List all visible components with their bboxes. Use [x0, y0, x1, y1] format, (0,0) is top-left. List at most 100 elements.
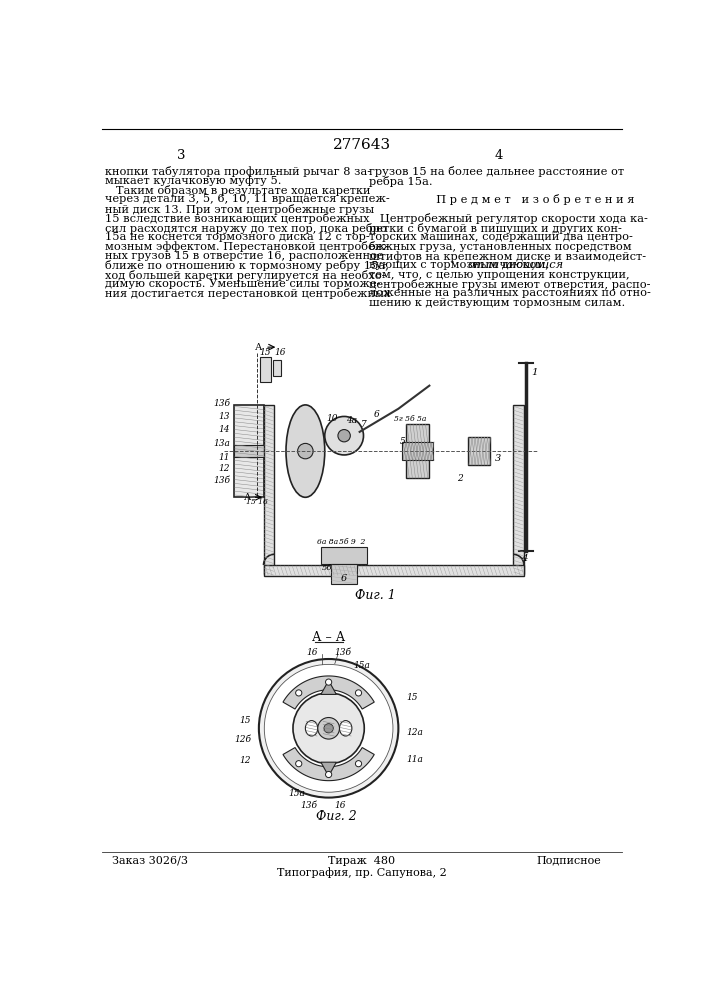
Text: ребра 15а.: ребра 15а.: [369, 176, 433, 187]
Text: 5б: 5б: [322, 564, 332, 572]
Text: грузов 15 на более дальнее расстояние от: грузов 15 на более дальнее расстояние от: [369, 166, 624, 177]
Ellipse shape: [325, 416, 363, 455]
Text: ных грузов 15 в отверстие 16, расположенное: ных грузов 15 в отверстие 16, расположен…: [105, 251, 384, 261]
Text: 13б: 13б: [335, 648, 352, 657]
Ellipse shape: [286, 405, 325, 497]
Text: ложенные на различных расстояниях по отно-: ложенные на различных расстояниях по отн…: [369, 288, 651, 298]
Polygon shape: [321, 762, 337, 776]
Text: Заказ 3026/3: Заказ 3026/3: [112, 856, 188, 866]
Text: 5б 9  2: 5б 9 2: [339, 538, 365, 546]
Circle shape: [356, 690, 361, 696]
Circle shape: [293, 693, 364, 764]
Text: 1: 1: [532, 368, 538, 377]
Text: Типография, пр. Сапунова, 2: Типография, пр. Сапунова, 2: [277, 868, 447, 878]
Text: 15: 15: [240, 716, 251, 725]
Text: 10: 10: [327, 414, 338, 423]
Text: торских машинах, содержащий два центро-: торских машинах, содержащий два центро-: [369, 232, 633, 242]
Ellipse shape: [322, 721, 335, 736]
Bar: [406, 459, 429, 478]
Text: ретки с бумагой в пишущих и других кон-: ретки с бумагой в пишущих и других кон-: [369, 223, 621, 234]
Text: шению к действующим тормозным силам.: шению к действующим тормозным силам.: [369, 298, 625, 308]
Bar: [234, 445, 264, 457]
Text: 16: 16: [335, 801, 346, 810]
Bar: [406, 424, 429, 443]
Text: Центробежный регулятор скорости хода ка-: Центробежный регулятор скорости хода ка-: [369, 213, 648, 224]
Circle shape: [317, 718, 339, 739]
Text: А: А: [244, 493, 251, 502]
Bar: [468, 437, 490, 465]
Text: 15 16: 15 16: [246, 498, 268, 506]
Text: сил расходятся наружу до тех пор, пока ребро: сил расходятся наружу до тех пор, пока р…: [105, 223, 387, 234]
Text: 11: 11: [218, 453, 230, 462]
Polygon shape: [321, 681, 337, 694]
Text: 6а 8а: 6а 8а: [317, 538, 338, 546]
Text: П р е д м е т   и з о б р е т е н и я: П р е д м е т и з о б р е т е н и я: [400, 194, 634, 205]
Text: 6: 6: [341, 574, 347, 583]
Circle shape: [325, 679, 332, 685]
Text: 3: 3: [495, 454, 501, 463]
Ellipse shape: [298, 443, 313, 459]
Text: 15а: 15а: [354, 661, 370, 670]
Text: 4а: 4а: [346, 416, 358, 425]
Circle shape: [324, 724, 333, 733]
Ellipse shape: [305, 721, 317, 736]
Text: бежных груза, установленных посредством: бежных груза, установленных посредством: [369, 241, 631, 252]
Text: 2: 2: [457, 474, 463, 483]
Bar: [264, 405, 274, 574]
Bar: [402, 442, 433, 460]
Text: 15 вследствие возникающих центробежных: 15 вследствие возникающих центробежных: [105, 213, 370, 224]
Text: 3: 3: [177, 149, 186, 162]
Text: 12а: 12а: [406, 728, 423, 737]
Text: 15: 15: [406, 693, 418, 702]
Circle shape: [296, 761, 302, 767]
Text: штифтов на крепежном диске и взаимодейст-: штифтов на крепежном диске и взаимодейст…: [369, 251, 646, 262]
Text: 15: 15: [259, 348, 271, 357]
Text: тем, что, с целью упрощения конструкции,: тем, что, с целью упрощения конструкции,: [369, 270, 629, 280]
Text: кнопки табулятора профильный рычаг 8 за-: кнопки табулятора профильный рычаг 8 за-: [105, 166, 372, 177]
Circle shape: [264, 664, 393, 792]
Text: ния достигается перестановкой центробежных: ния достигается перестановкой центробежн…: [105, 288, 391, 299]
Ellipse shape: [338, 430, 351, 442]
Text: мозным эффектом. Перестановкой центробеж-: мозным эффектом. Перестановкой центробеж…: [105, 241, 390, 252]
Text: Таким образом в результате хода каретки: Таким образом в результате хода каретки: [105, 185, 371, 196]
Bar: [264, 565, 524, 576]
Polygon shape: [283, 676, 374, 709]
Bar: [260, 357, 271, 382]
Text: мыкает кулачковую муфту 5.: мыкает кулачковую муфту 5.: [105, 176, 282, 186]
Text: 15а не коснется тормозного диска 12 с тор-: 15а не коснется тормозного диска 12 с то…: [105, 232, 370, 242]
Text: 14: 14: [218, 425, 230, 434]
Text: 13а: 13а: [214, 439, 230, 448]
Circle shape: [356, 761, 361, 767]
Bar: [234, 405, 264, 497]
Text: отличающийся: отличающийся: [468, 260, 563, 270]
Text: 16: 16: [306, 648, 317, 657]
Text: 7: 7: [361, 420, 367, 429]
Text: 16: 16: [275, 348, 286, 357]
Text: 11а: 11а: [406, 755, 423, 764]
Polygon shape: [283, 748, 374, 781]
Text: 277643: 277643: [333, 138, 391, 152]
Text: 13б: 13б: [300, 801, 317, 810]
Text: ный диск 13. При этом центробежные грузы: ный диск 13. При этом центробежные грузы: [105, 204, 375, 215]
Text: димую скорость. Уменьшение силы торможе-: димую скорость. Уменьшение силы торможе-: [105, 279, 381, 289]
Text: 12: 12: [218, 464, 230, 473]
Bar: [321, 547, 368, 564]
Text: 13: 13: [218, 412, 230, 421]
Bar: [273, 360, 281, 376]
Text: ближе по отношению к тормозному ребру 15а,: ближе по отношению к тормозному ребру 15…: [105, 260, 390, 271]
Text: 5: 5: [399, 437, 405, 446]
Text: центробежные грузы имеют отверстия, распо-: центробежные грузы имеют отверстия, расп…: [369, 279, 650, 290]
Text: 6: 6: [374, 410, 380, 419]
Text: Тираж  480: Тираж 480: [328, 856, 395, 866]
Text: 15а: 15а: [288, 789, 305, 798]
Text: 12: 12: [240, 756, 251, 765]
Text: А: А: [255, 343, 262, 352]
Text: Подписное: Подписное: [537, 856, 601, 866]
Text: вующих с тормозным диском,: вующих с тормозным диском,: [369, 260, 552, 270]
Text: А – А: А – А: [312, 631, 345, 644]
Circle shape: [296, 690, 302, 696]
Text: 12б: 12б: [234, 735, 251, 744]
Text: через детали 3, 5, 6, 10, 11 вращается крепеж-: через детали 3, 5, 6, 10, 11 вращается к…: [105, 194, 390, 204]
Bar: [331, 564, 357, 584]
Text: Фиг. 2: Фиг. 2: [316, 810, 357, 823]
